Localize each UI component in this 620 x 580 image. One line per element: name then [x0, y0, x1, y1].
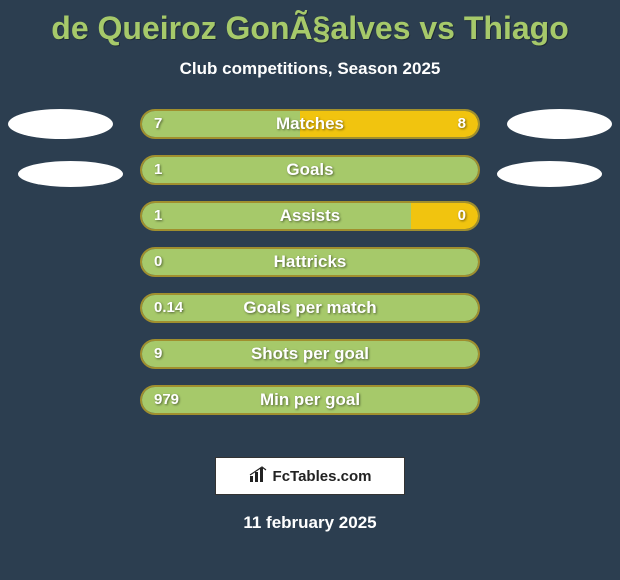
stat-bar: 0.14Goals per match [140, 293, 480, 323]
page-subtitle: Club competitions, Season 2025 [0, 59, 620, 79]
player-left-oval-1 [8, 109, 113, 139]
player-right-oval-2 [497, 161, 602, 187]
player-left-oval-2 [18, 161, 123, 187]
footer-date: 11 february 2025 [0, 513, 620, 533]
stat-label: Hattricks [142, 249, 478, 275]
stat-bar: 1Assists0 [140, 201, 480, 231]
player-right-oval-1 [507, 109, 612, 139]
page-title: de Queiroz GonÃ§alves vs Thiago [0, 0, 620, 47]
stat-bar: 1Goals [140, 155, 480, 185]
stat-label: Shots per goal [142, 341, 478, 367]
site-badge: FcTables.com [215, 457, 405, 495]
stat-label: Goals per match [142, 295, 478, 321]
stat-label: Goals [142, 157, 478, 183]
stat-bar: 7Matches8 [140, 109, 480, 139]
stat-bar: 0Hattricks [140, 247, 480, 277]
stat-bar: 979Min per goal [140, 385, 480, 415]
stat-label: Min per goal [142, 387, 478, 413]
chart-icon [249, 466, 267, 487]
stat-value-right: 8 [458, 111, 466, 137]
stat-value-right: 0 [458, 203, 466, 229]
stat-label: Assists [142, 203, 478, 229]
site-name: FcTables.com [273, 468, 372, 485]
comparison-chart: 7Matches81Goals1Assists00Hattricks0.14Go… [0, 109, 620, 439]
stat-bar: 9Shots per goal [140, 339, 480, 369]
bars-container: 7Matches81Goals1Assists00Hattricks0.14Go… [140, 109, 480, 431]
stat-label: Matches [142, 111, 478, 137]
